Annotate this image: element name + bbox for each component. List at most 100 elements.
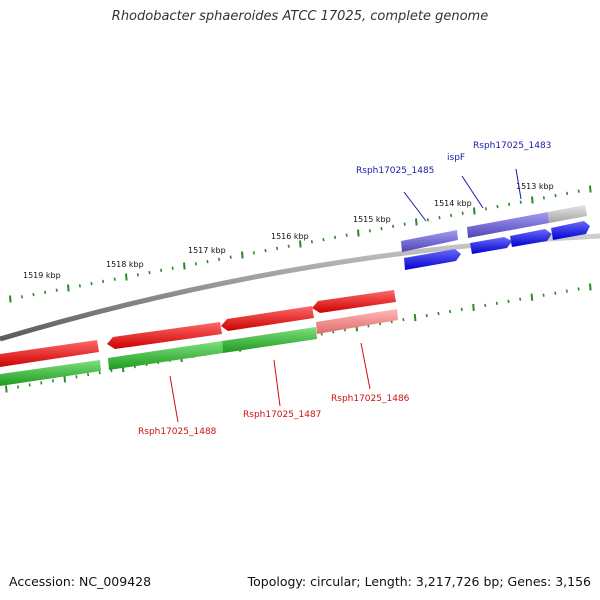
gene-feature[interactable] — [222, 327, 317, 353]
leader-line — [169, 375, 179, 423]
gene-feature[interactable] — [108, 341, 223, 370]
minor-tick — [90, 281, 93, 286]
major-tick — [241, 251, 244, 259]
cds-arrow[interactable] — [510, 229, 552, 247]
minor-tick — [87, 373, 90, 377]
minor-tick — [566, 191, 569, 196]
minor-tick — [484, 303, 487, 308]
minor-tick — [322, 237, 325, 242]
major-tick — [5, 385, 8, 393]
scale-label: 1515 kbp — [353, 215, 391, 224]
gene-label-rsph17025-1487[interactable]: Rsph17025_1487 — [243, 410, 321, 420]
minor-tick — [194, 262, 197, 266]
major-tick — [413, 314, 417, 322]
minor-tick — [252, 251, 255, 255]
minor-tick — [554, 193, 557, 198]
major-tick — [530, 293, 534, 301]
major-tick — [299, 240, 302, 248]
cds-arrow[interactable] — [404, 249, 461, 270]
major-tick — [9, 295, 12, 303]
minor-tick — [495, 301, 498, 305]
minor-tick — [542, 196, 545, 200]
gene-label-rsph17025-1486[interactable]: Rsph17025_1486 — [331, 394, 410, 404]
cds-arrow[interactable] — [221, 306, 314, 331]
minor-tick — [380, 226, 383, 231]
minor-tick — [148, 270, 151, 275]
major-tick — [473, 207, 476, 215]
cds-arrow[interactable] — [470, 237, 512, 254]
major-tick — [125, 273, 128, 281]
minor-tick — [136, 273, 139, 277]
minor-tick — [218, 257, 221, 262]
major-tick — [415, 218, 418, 226]
minor-tick — [276, 246, 279, 251]
major-tick — [183, 262, 186, 270]
gene-label-ispf[interactable]: ispF — [447, 153, 465, 163]
minor-tick — [55, 288, 58, 292]
major-tick — [472, 303, 475, 311]
gene-feature[interactable] — [548, 205, 587, 223]
leader-line — [273, 359, 281, 407]
minor-tick — [542, 293, 545, 297]
cds-arrow[interactable] — [107, 322, 222, 349]
minor-tick — [460, 307, 463, 312]
leader-line — [461, 175, 484, 209]
minor-tick — [519, 200, 522, 204]
minor-tick — [496, 204, 499, 209]
gene-label-rsph17025-1488[interactable]: Rsph17025_1488 — [138, 427, 217, 437]
gene-label-rsph17025-1485[interactable]: Rsph17025_1485 — [356, 166, 434, 176]
minor-tick — [264, 248, 267, 253]
minor-tick — [78, 284, 81, 288]
minor-tick — [75, 375, 78, 379]
leader-lines — [169, 168, 522, 423]
minor-tick — [438, 215, 441, 220]
minor-tick — [577, 287, 580, 291]
minor-tick — [403, 222, 406, 226]
leader-line — [360, 342, 371, 390]
minor-tick — [449, 309, 452, 314]
scale-label: 1517 kbp — [188, 246, 226, 255]
minor-tick — [28, 383, 31, 387]
minor-tick — [113, 277, 116, 281]
minor-tick — [44, 290, 47, 295]
minor-tick — [160, 268, 163, 273]
reverse-cds-track — [0, 290, 396, 367]
minor-tick — [507, 299, 510, 303]
scale-label: 1518 kbp — [106, 260, 144, 269]
minor-tick — [425, 313, 428, 318]
minor-tick — [461, 211, 464, 215]
scale-label: 1519 kbp — [23, 271, 61, 280]
minor-tick — [519, 297, 522, 301]
gene-feature[interactable] — [401, 230, 458, 252]
gene-feature[interactable] — [0, 360, 101, 386]
scale-label: 1514 kbp — [434, 199, 472, 208]
gene-feature[interactable] — [316, 309, 398, 334]
minor-tick — [51, 379, 55, 383]
forward-gene-track — [401, 205, 587, 252]
minor-tick — [171, 266, 174, 270]
scale-ticks-outer — [9, 185, 592, 303]
major-tick — [531, 196, 534, 204]
gene-label-rsph17025-1483[interactable]: Rsph17025_1483 — [473, 141, 551, 151]
minor-tick — [392, 224, 395, 229]
leader-line — [515, 168, 522, 200]
minor-tick — [20, 295, 23, 299]
major-tick — [357, 229, 360, 237]
map-title: Rhodobacter sphaeroides ATCC 17025, comp… — [111, 9, 489, 24]
minor-tick — [32, 292, 35, 297]
major-tick — [589, 283, 592, 291]
minor-tick — [437, 311, 440, 316]
minor-tick — [554, 291, 557, 295]
major-tick — [67, 284, 70, 292]
forward-cds-track — [404, 221, 590, 270]
cds-arrow[interactable] — [551, 221, 590, 240]
major-tick — [589, 185, 592, 193]
cds-arrow[interactable] — [312, 290, 396, 313]
minor-tick — [16, 385, 20, 389]
gene-feature[interactable] — [467, 212, 549, 238]
cds-arrow[interactable] — [0, 340, 99, 367]
minor-tick — [229, 255, 232, 259]
minor-tick — [450, 213, 453, 218]
minor-tick — [508, 202, 511, 207]
scale-label: 1516 kbp — [271, 232, 309, 241]
